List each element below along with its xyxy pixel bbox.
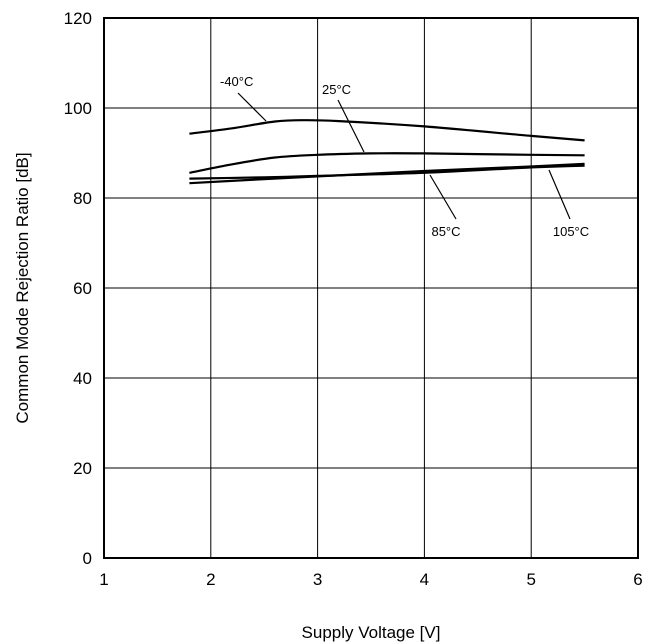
y-tick-label: 120 — [64, 9, 92, 28]
y-axis-title: Common Mode Rejection Ratio [dB] — [13, 152, 32, 423]
label-leaders — [237, 92, 571, 220]
x-tick-label: 5 — [526, 570, 535, 589]
series-labels: -40°C 25°C 85°C 105°C — [220, 74, 589, 239]
y-tick-labels: 0 20 40 60 80 100 120 — [64, 9, 92, 568]
y-tick-label: 60 — [73, 279, 92, 298]
x-tick-labels: 1 2 3 4 5 6 — [99, 570, 642, 589]
label-leader-line — [237, 92, 267, 122]
series-lines — [189, 119, 585, 185]
y-tick-label: 40 — [73, 369, 92, 388]
series-line — [189, 162, 585, 185]
grid — [104, 18, 638, 558]
x-axis-title: Supply Voltage [V] — [302, 623, 441, 642]
series-label: 25°C — [322, 82, 351, 97]
y-tick-label: 0 — [83, 549, 92, 568]
label-leader-line — [429, 174, 457, 220]
x-tick-label: 3 — [313, 570, 322, 589]
series-label: 85°C — [431, 224, 460, 239]
x-tick-label: 4 — [420, 570, 429, 589]
series-label: -40°C — [220, 74, 253, 89]
series-line — [189, 119, 585, 142]
series-line — [189, 152, 585, 174]
plot-frame — [103, 17, 639, 559]
y-tick-label: 80 — [73, 189, 92, 208]
y-tick-label: 20 — [73, 459, 92, 478]
x-tick-label: 1 — [99, 570, 108, 589]
series-label: 105°C — [553, 224, 589, 239]
label-leader-line — [337, 99, 365, 153]
label-leader-line — [548, 169, 571, 220]
x-tick-label: 2 — [206, 570, 215, 589]
y-tick-label: 100 — [64, 99, 92, 118]
x-tick-label: 6 — [633, 570, 642, 589]
